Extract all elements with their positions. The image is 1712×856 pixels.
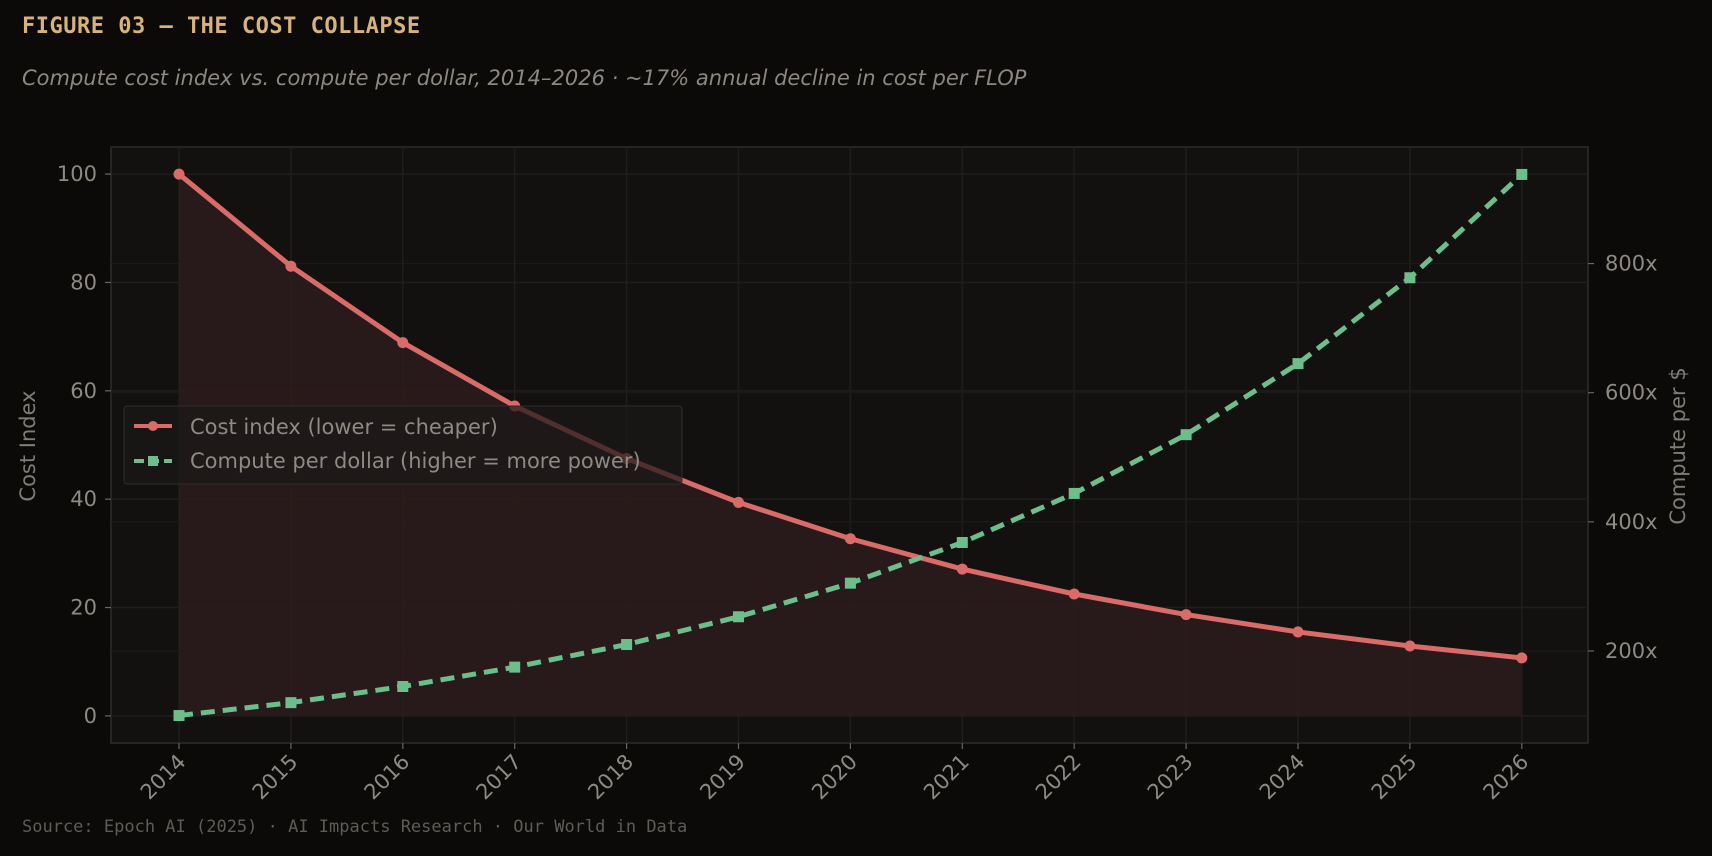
x-axis: 2014 2015 2016 2017 2018 2019 2020 2021 2022 2023… [136,743,1534,805]
y-tick-label: 40 [70,487,97,511]
compute-per-dollar-point [1180,429,1192,441]
y-axis-right-label: Compute per $ [1666,367,1690,524]
x-tick-label: 2022 [1031,750,1086,805]
cost-index-point [1404,640,1416,652]
compute-per-dollar-point [844,577,856,589]
legend-box [123,405,683,485]
cost-index-point [844,533,856,545]
y-right-tick-label: 600x [1605,381,1658,405]
x-tick-label: 2014 [136,750,191,805]
x-tick-label: 2025 [1367,750,1422,805]
compute-per-dollar-point [1516,168,1528,180]
y-axis-right: 200x 400x 600x 800x [1588,252,1658,663]
figure-subtitle: Compute cost index vs. compute per dolla… [22,66,1027,90]
legend-label-compute: Compute per dollar (higher = more power) [190,449,641,473]
y-tick-label: 0 [84,704,97,728]
y-tick-label: 60 [70,379,97,403]
figure-source: Source: Epoch AI (2025) · AI Impacts Res… [22,817,688,837]
x-tick-label: 2015 [248,750,303,805]
x-tick-label: 2024 [1255,750,1310,805]
cost-index-point [173,168,185,180]
x-tick-label: 2017 [471,750,526,805]
x-tick-label: 2016 [360,750,415,805]
cost-index-point [1516,652,1528,664]
compute-per-dollar-point [285,697,297,709]
legend-marker-cost [148,421,158,431]
x-tick-label: 2021 [919,750,974,805]
compute-per-dollar-point [397,680,409,692]
cost-index-point [956,563,968,575]
x-tick-label: 2018 [583,750,638,805]
y-tick-label: 80 [70,270,97,294]
cost-index-point [733,496,744,508]
legend: Cost index (lower = cheaper) Compute per… [123,405,683,485]
cost-index-point [1180,609,1192,621]
compute-per-dollar-point [621,639,633,651]
y-axis-label: Cost Index [16,390,40,501]
cost-index-point [1068,588,1080,600]
legend-marker-compute [148,456,158,466]
y-tick-label: 20 [70,596,97,620]
x-tick-label: 2020 [807,750,862,805]
compute-per-dollar-point [1292,358,1304,370]
x-tick-label: 2023 [1143,750,1198,805]
legend-label-cost: Cost index (lower = cheaper) [190,415,498,439]
compute-per-dollar-point [509,661,521,673]
x-tick-label: 2019 [695,750,750,805]
compute-per-dollar-point [733,611,744,623]
cost-index-point [1292,626,1304,638]
compute-per-dollar-point [956,537,968,549]
x-tick-label: 2026 [1479,750,1534,805]
y-right-tick-label: 400x [1605,510,1658,534]
figure-title: FIGURE 03 — THE COST COLLAPSE [22,14,421,39]
y-tick-label: 100 [57,162,97,186]
compute-per-dollar-point [173,710,185,722]
cost-index-point [285,260,297,272]
y-right-tick-label: 200x [1605,639,1658,663]
cost-area [179,174,1522,716]
compute-per-dollar-point [1404,272,1416,284]
series-markers [173,168,1528,722]
cost-area-fill [179,174,1522,716]
cost-index-point [397,337,409,349]
y-right-tick-label: 800x [1605,252,1658,276]
y-axis-left: 0 20 40 60 80 100 [57,162,111,728]
compute-per-dollar-point [1068,487,1080,499]
